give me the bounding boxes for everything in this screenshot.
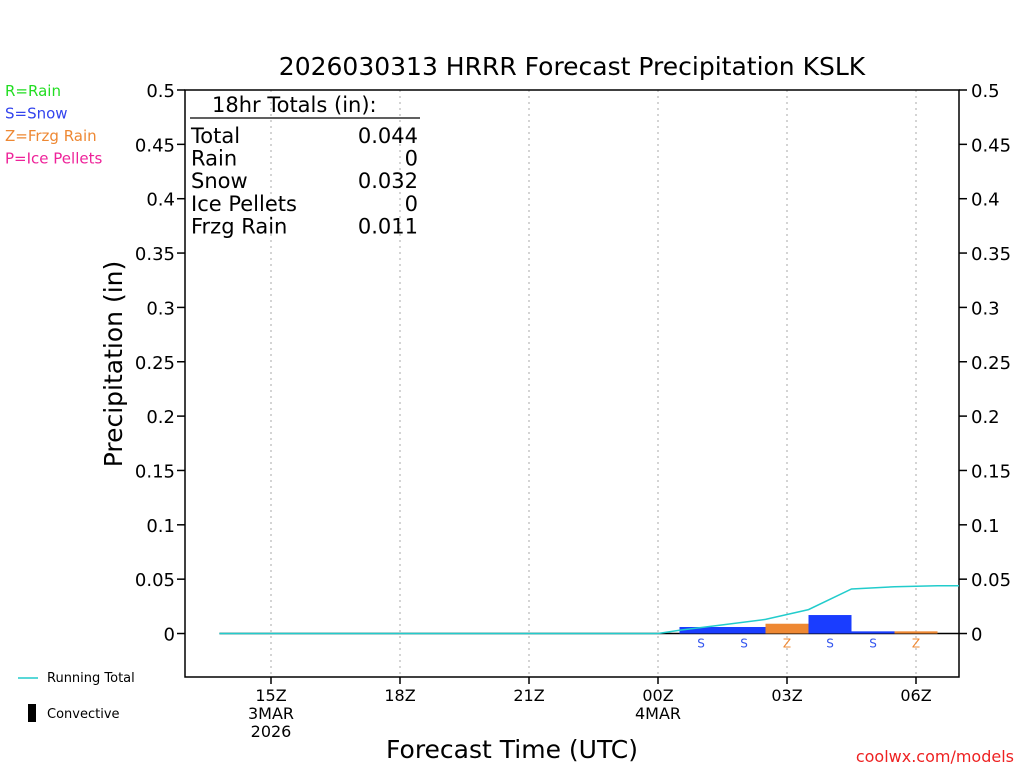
totals-box: 18hr Totals (in): Total 0.044 Rain 0 Snow 0.0… <box>190 93 420 238</box>
precip-type-letter: S <box>697 637 705 651</box>
x-tick-label: 03Z <box>771 686 802 705</box>
totals-row-value: 0.044 <box>358 124 418 148</box>
x-tick-label: 18Z <box>384 686 415 705</box>
precip-bar <box>679 626 723 634</box>
y-tick-label-right: 0.35 <box>971 244 1011 265</box>
y-tick-label-left: 0.2 <box>146 407 175 428</box>
totals-row-label: Total <box>190 124 240 148</box>
precip-bar <box>722 626 766 634</box>
y-tick-label-left: 0.35 <box>135 244 175 265</box>
y-tick-label-right: 0.1 <box>971 516 1000 537</box>
x-tick-label: 21Z <box>513 686 544 705</box>
legend-entry: R=Rain <box>5 82 61 100</box>
y-tick-label-left: 0.15 <box>135 461 175 482</box>
type-legend: R=Rain S=Snow Z=Frzg Rain P=Ice Pellets <box>5 82 102 168</box>
totals-row-value: 0.032 <box>358 169 418 193</box>
y-tick-label-left: 0.1 <box>146 516 175 537</box>
y-axis-label: Precipitation (in) <box>99 261 128 468</box>
legend-entry: Z=Frzg Rain <box>5 127 97 145</box>
totals-row-label: Ice Pellets <box>191 192 297 216</box>
legend-entry: S=Snow <box>5 105 68 123</box>
x-tick-sublabel: 3MAR <box>248 704 294 723</box>
x-tick-label: 06Z <box>900 686 931 705</box>
x-axis-label: Forecast Time (UTC) <box>386 735 638 764</box>
precip-bar <box>851 631 895 634</box>
x-tick-sublabel: 4MAR <box>635 704 681 723</box>
y-tick-label-right: 0.45 <box>971 135 1011 156</box>
legend-entry: P=Ice Pellets <box>5 150 102 168</box>
precip-type-letter: S <box>869 637 877 651</box>
chart-title: 2026030313 HRRR Forecast Precipitation K… <box>279 52 866 81</box>
convective-legend-label: Convective <box>47 707 120 722</box>
y-tick-label-right: 0.3 <box>971 298 1000 319</box>
x-tick-label: 00Z <box>642 686 673 705</box>
totals-row-label: Snow <box>191 169 248 193</box>
y-tick-label-left: 0.25 <box>135 353 175 374</box>
y-tick-label-left: 0.45 <box>135 135 175 156</box>
credit-text: coolwx.com/models <box>856 747 1014 766</box>
precip-type-letter: S <box>826 637 834 651</box>
totals-row-label: Rain <box>191 147 237 171</box>
precip-bar <box>894 631 938 634</box>
precip-type-letter: Z <box>783 637 791 651</box>
grid-lines <box>270 90 917 677</box>
totals-row-value: 0.011 <box>358 214 418 238</box>
precip-bars <box>679 615 938 634</box>
precip-type-letter: S <box>740 637 748 651</box>
y-tick-label-right: 0.05 <box>971 570 1011 591</box>
y-axis-ticks: 0.5 0.5 0.45 0.45 0.4 0.4 0.35 0.35 0.3 0.3 0.25 0.… <box>135 81 1011 646</box>
precip-type-letter: Z <box>912 637 920 651</box>
y-tick-label-left: 0 <box>164 625 175 646</box>
running-total-legend-label: Running Total <box>47 671 135 686</box>
y-tick-label-left: 0.3 <box>146 298 175 319</box>
running-total-line <box>219 584 959 635</box>
precip-bar <box>808 615 852 634</box>
totals-row-label: Frzg Rain <box>191 214 287 238</box>
y-tick-label-right: 0.5 <box>971 81 1000 102</box>
totals-header: 18hr Totals (in): <box>212 93 377 117</box>
y-tick-label-left: 0.05 <box>135 570 175 591</box>
totals-row-value: 0 <box>405 147 418 171</box>
y-tick-label-right: 0.15 <box>971 461 1011 482</box>
y-tick-label-right: 0.25 <box>971 353 1011 374</box>
totals-row-value: 0 <box>405 192 418 216</box>
precip-bar <box>765 623 809 634</box>
y-tick-label-right: 0.2 <box>971 407 1000 428</box>
y-tick-label-left: 0.4 <box>146 190 175 211</box>
plot-frame <box>184 89 960 678</box>
y-tick-label-right: 0 <box>971 625 982 646</box>
y-tick-label-right: 0.4 <box>971 190 1000 211</box>
convective-legend-swatch <box>28 704 36 722</box>
y-tick-label-left: 0.5 <box>146 81 175 102</box>
x-tick-sublabel: 2026 <box>251 722 292 741</box>
x-tick-label: 15Z <box>255 686 286 705</box>
